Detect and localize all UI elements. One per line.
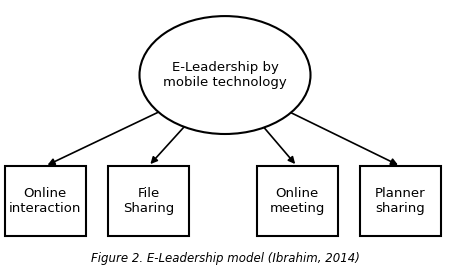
Text: Online
meeting: Online meeting bbox=[269, 187, 325, 215]
Text: E-Leadership by
mobile technology: E-Leadership by mobile technology bbox=[163, 61, 287, 89]
Bar bbox=[108, 166, 189, 236]
Text: Figure 2. E-Leadership model (Ibrahim, 2014): Figure 2. E-Leadership model (Ibrahim, 2… bbox=[90, 252, 360, 265]
Text: File
Sharing: File Sharing bbox=[123, 187, 174, 215]
Bar bbox=[256, 166, 338, 236]
Bar bbox=[360, 166, 441, 236]
Bar bbox=[4, 166, 86, 236]
Text: Planner
sharing: Planner sharing bbox=[375, 187, 426, 215]
Text: Online
interaction: Online interaction bbox=[9, 187, 81, 215]
Ellipse shape bbox=[140, 16, 310, 134]
